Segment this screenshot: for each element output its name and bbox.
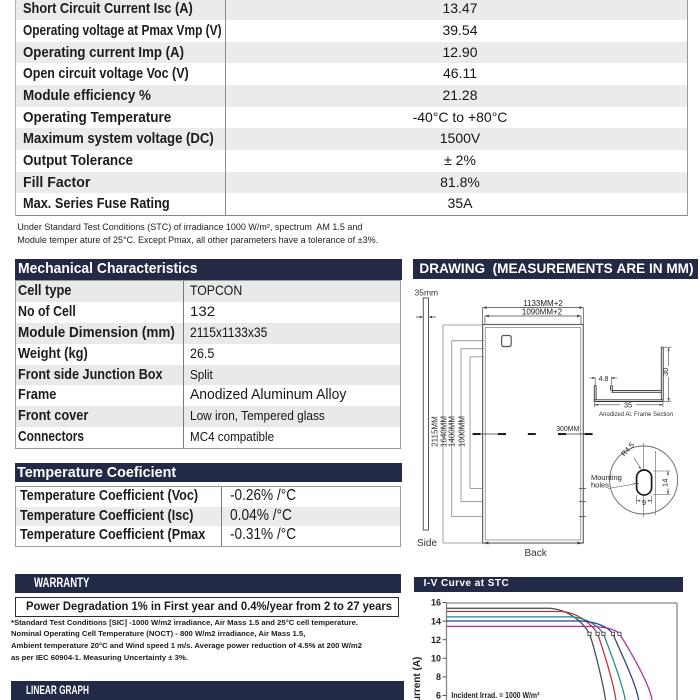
- svg-text:10: 10: [431, 654, 441, 664]
- svg-text:Back: Back: [525, 548, 548, 559]
- svg-text:Anodized Al. Frame Section: Anodized Al. Frame Section: [599, 412, 673, 418]
- svg-text:Current (A): Current (A): [412, 657, 423, 700]
- svg-text:4.8: 4.8: [599, 376, 609, 383]
- svg-text:1090MM+2: 1090MM+2: [522, 308, 563, 317]
- svg-text:12: 12: [431, 635, 441, 645]
- svg-text:1640MM: 1640MM: [440, 416, 449, 447]
- svg-text:14: 14: [431, 616, 441, 626]
- svg-text:holes: holes: [591, 480, 609, 489]
- svg-text:Mounting: Mounting: [591, 473, 622, 482]
- svg-text:Incident Irrad. = 1000 W/m²: Incident Irrad. = 1000 W/m²: [451, 691, 539, 700]
- svg-text:16: 16: [431, 598, 441, 608]
- svg-text:2115MM: 2115MM: [431, 416, 440, 447]
- svg-text:30: 30: [661, 368, 670, 376]
- svg-text:1000MM: 1000MM: [458, 416, 467, 447]
- svg-text:14: 14: [660, 479, 669, 487]
- svg-text:Side: Side: [417, 538, 437, 549]
- svg-text:35: 35: [624, 401, 632, 410]
- svg-text:9: 9: [642, 498, 646, 507]
- svg-text:8: 8: [436, 672, 441, 682]
- svg-text:300MM: 300MM: [556, 424, 579, 433]
- svg-text:1133MM+2: 1133MM+2: [523, 299, 563, 308]
- svg-text:1400MM: 1400MM: [448, 416, 457, 447]
- svg-text:6: 6: [436, 691, 441, 700]
- svg-text:35mm: 35mm: [415, 288, 439, 298]
